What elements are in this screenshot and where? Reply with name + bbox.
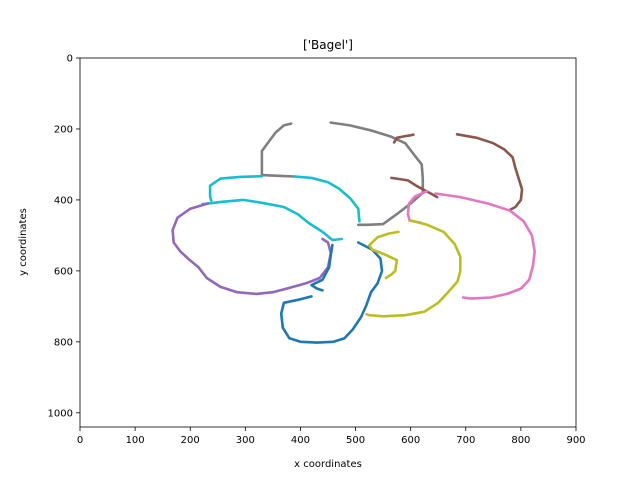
- plot-frame: [79, 57, 577, 428]
- x-tick-label: 400: [291, 435, 310, 446]
- y-tick-label: 600: [54, 266, 73, 277]
- x-tick-label: 0: [77, 435, 83, 446]
- y-axis: 0 200 400 600 800 1000: [48, 54, 80, 419]
- stroke-line-0: [260, 122, 297, 178]
- x-axis-label: x coordinates: [294, 459, 362, 470]
- stroke-line-9: [201, 198, 344, 242]
- stroke-line-12: [279, 241, 384, 344]
- x-tick-label: 200: [181, 435, 200, 446]
- chart-title: ['Bagel']: [303, 38, 353, 52]
- y-tick-label: 200: [54, 124, 73, 135]
- stroke-line-14: [365, 219, 462, 318]
- y-tick-label: 400: [54, 195, 73, 206]
- stroke-line-1: [329, 121, 425, 227]
- y-axis-label: y coordinates: [18, 208, 29, 276]
- stroke-line-13: [367, 230, 400, 280]
- stroke-line-7: [208, 174, 264, 202]
- stroke-line-8: [293, 175, 361, 223]
- y-tick-label: 0: [67, 54, 73, 65]
- y-tick-label: 1000: [48, 408, 73, 419]
- stroke-line-3: [390, 176, 439, 199]
- x-tick-label: 100: [126, 435, 145, 446]
- y-tick-label: 800: [54, 337, 73, 348]
- x-tick-label: 500: [346, 435, 365, 446]
- x-tick-label: 300: [236, 435, 255, 446]
- x-axis: 0 100 200 300 400 500 600 700 800 900: [77, 427, 586, 446]
- series-layer: [171, 121, 537, 344]
- stroke-line-11: [310, 243, 334, 292]
- stroke-line-6: [434, 192, 537, 300]
- stroke-line-4: [455, 133, 524, 212]
- x-tick-label: 600: [401, 435, 420, 446]
- stroke-line-10: [171, 202, 333, 296]
- x-tick-label: 900: [566, 435, 585, 446]
- stroke-line-2: [392, 133, 415, 144]
- x-tick-label: 800: [511, 435, 530, 446]
- x-tick-label: 700: [456, 435, 475, 446]
